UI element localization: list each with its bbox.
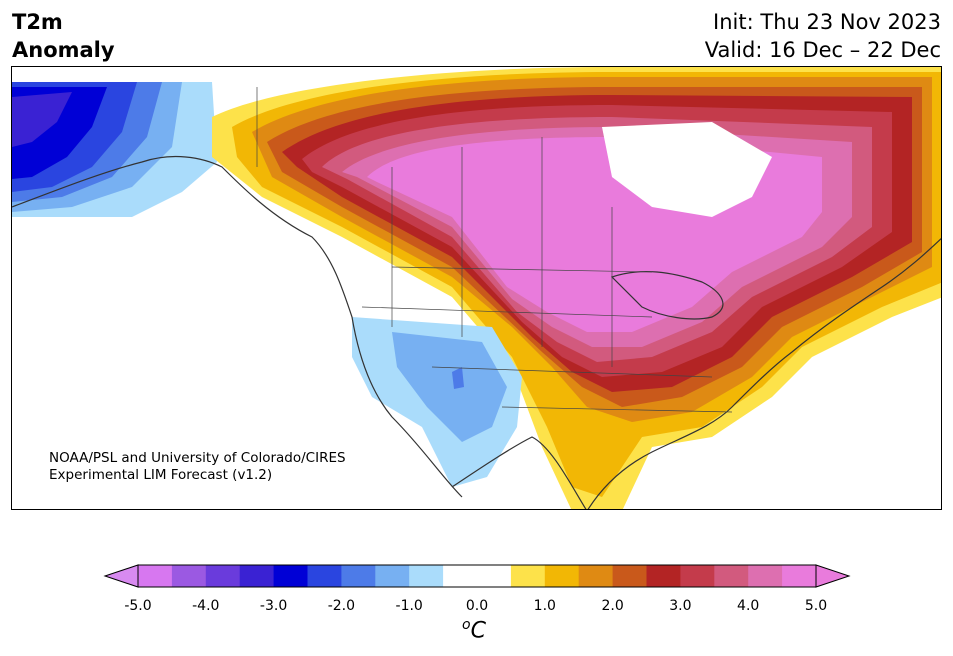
cold-anomaly-southwest — [352, 317, 522, 487]
colorbar-tick-label: -3.0 — [259, 598, 288, 614]
colorbar-cell — [510, 565, 546, 587]
colorbar-cell — [205, 565, 241, 587]
colorbar-tick-label: 2.0 — [601, 598, 624, 614]
colorbar-cell — [171, 565, 207, 587]
warm-anomaly-region — [212, 67, 941, 509]
colorbar-tick-label: 0.0 — [465, 598, 489, 614]
colorbar-cell — [409, 565, 444, 587]
coastlines — [12, 155, 941, 509]
hudson-bay — [602, 122, 772, 217]
colorbar-tick-label: 3.0 — [669, 598, 692, 614]
cold-anomaly-alaska — [12, 82, 217, 217]
colorbar-over-arrow — [815, 564, 851, 588]
colorbar-cell — [782, 565, 817, 587]
anomaly-map — [11, 66, 942, 510]
political-borders — [256, 87, 733, 413]
colorbar-cell — [239, 565, 275, 587]
unit-base: C — [470, 618, 486, 644]
colorbar-tick-label: -5.0 — [124, 598, 152, 614]
init-date: Init: Thu 23 Nov 2023 — [713, 10, 941, 34]
colorbar-cell — [341, 565, 376, 587]
map-title: T2m Anomaly — [12, 8, 115, 64]
colorbar-tick-label: -4.0 — [192, 598, 220, 614]
colorbar-tick-label: 4.0 — [737, 598, 760, 614]
valid-range: Valid: 16 Dec – 22 Dec — [704, 38, 941, 62]
colorbar-cell — [578, 565, 614, 587]
colorbar-cell — [443, 565, 478, 587]
credit-text: NOAA/PSL and University of Colorado/CIRE… — [49, 450, 346, 484]
colorbar-cell — [680, 565, 715, 587]
colorbar-unit: oC — [462, 617, 486, 643]
colorbar-tick-label: 1.0 — [533, 598, 556, 614]
unit-superscript: o — [462, 617, 471, 633]
colorbar — [103, 564, 851, 588]
colorbar-tick-label: -2.0 — [327, 598, 356, 614]
credit-line-1: NOAA/PSL and University of Colorado/CIRE… — [49, 450, 346, 466]
colorbar-cell — [544, 565, 580, 587]
colorbar-frame — [137, 564, 817, 588]
colorbar-cell — [375, 565, 410, 587]
colorbar-cell — [714, 565, 749, 587]
variable-label: T2m — [12, 10, 63, 34]
colorbar-cell — [748, 565, 783, 587]
colorbar-cell — [612, 565, 647, 587]
colorbar-cell — [646, 565, 681, 587]
field-label: Anomaly — [12, 38, 115, 62]
colorbar-cell — [273, 565, 308, 587]
colorbar-cell — [138, 565, 173, 587]
colorbar-tick-label: 5.0 — [804, 598, 828, 614]
colorbar-cell — [477, 565, 512, 587]
colorbar-tick-label: -1.0 — [395, 598, 423, 614]
credit-line-2: Experimental LIM Forecast (v1.2) — [49, 467, 273, 483]
forecast-dates: Init: Thu 23 Nov 2023 Valid: 16 Dec – 22… — [705, 8, 941, 64]
anomaly-map-svg — [12, 67, 941, 509]
colorbar-cell — [307, 565, 342, 587]
colorbar-under-arrow — [103, 564, 139, 588]
